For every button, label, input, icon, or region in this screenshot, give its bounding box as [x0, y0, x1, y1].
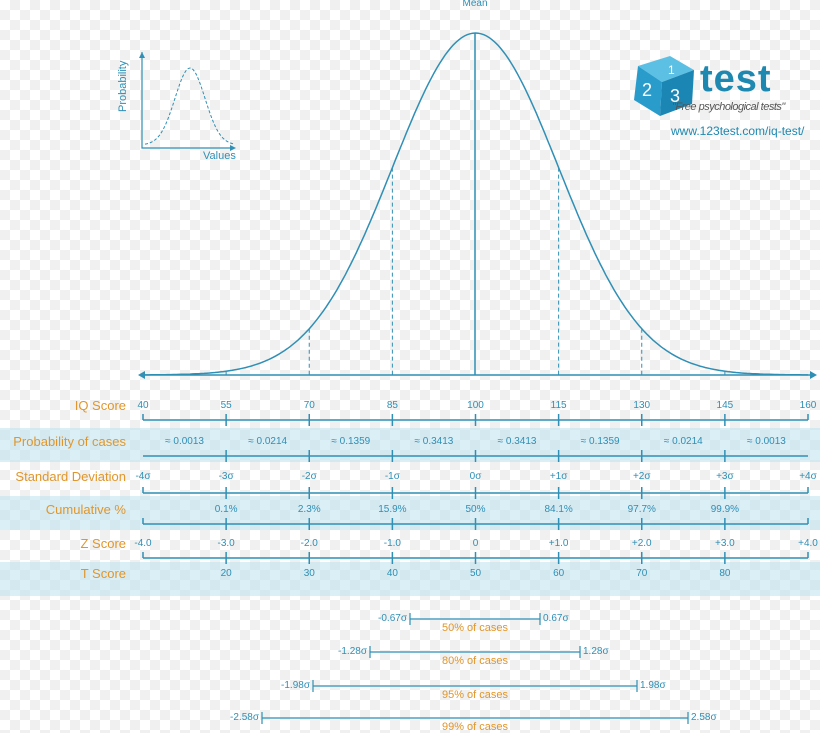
tick-label: -3σ [218, 471, 234, 482]
logo-name: test [700, 58, 772, 100]
tick-label: 99.9% [710, 504, 740, 515]
tick-label: +3.0 [715, 538, 735, 549]
tick-label: 50% [465, 504, 486, 515]
tick-label: ≈ 0.3413 [414, 436, 454, 447]
tick-label: ≈ 0.0214 [248, 436, 288, 447]
tick-label: 97.7% [627, 504, 656, 515]
tick-label: 0σ [469, 471, 482, 482]
range-label: 95% of cases [441, 689, 509, 701]
inset-arrow-icons [139, 52, 236, 151]
range-left-label: -1.98σ [281, 680, 310, 691]
tick-label: ≈ 0.0214 [663, 436, 703, 447]
tick-label: 70 [303, 400, 315, 411]
tick-label: 160 [799, 400, 817, 411]
logo-tagline: "Free psychological tests" [672, 101, 785, 113]
tick-label: +4.0 [798, 538, 818, 549]
tick-label: -2σ [301, 471, 317, 482]
row-label: Z Score [80, 536, 126, 551]
tick-label: 70 [636, 568, 648, 579]
row-label: IQ Score [74, 398, 126, 413]
tick-label: +1.0 [548, 538, 569, 549]
range-left-label: -0.67σ [378, 613, 407, 624]
tick-label: 145 [716, 400, 734, 411]
row-label: Standard Deviation [15, 469, 126, 484]
tick-label: +2.0 [631, 538, 652, 549]
range-left-label: -1.28σ [338, 646, 367, 657]
tick-label: 85 [386, 400, 398, 411]
tick-label: 30 [303, 568, 315, 579]
tick-label: 50 [469, 568, 482, 579]
tick-label: 2.3% [297, 504, 321, 515]
range-right-label: 1.98σ [640, 680, 666, 691]
tick-label: -2.0 [300, 538, 318, 549]
tick-label: ≈ 0.1359 [331, 436, 371, 447]
tick-label: 0 [472, 538, 479, 549]
range-label: 50% of cases [441, 622, 509, 634]
tick-label: -1.0 [383, 538, 401, 549]
tick-label: ≈ 0.1359 [580, 436, 620, 447]
tick-label: 40 [137, 400, 149, 411]
range-label: 99% of cases [441, 721, 509, 733]
range-right-label: 2.58σ [691, 712, 717, 723]
inset-axes [141, 52, 232, 149]
tick-label: +3σ [716, 471, 734, 482]
tick-label: +4σ [799, 471, 817, 482]
tick-label: 100 [467, 400, 484, 411]
logo-digit-1: 1 [668, 63, 675, 77]
tick-label: ≈ 0.0013 [165, 436, 204, 447]
tick-label: 0.1% [214, 504, 238, 515]
tick-label: -1σ [384, 471, 400, 482]
tick-label: 115 [550, 400, 567, 411]
tick-label: 84.1% [544, 504, 573, 515]
logo-digit-2: 2 [642, 80, 652, 100]
tick-label: 15.9% [378, 504, 407, 515]
tick-label: ≈ 0.3413 [497, 436, 537, 447]
tick-label: +1σ [549, 471, 568, 482]
tick-label: ≈ 0.0013 [747, 436, 786, 447]
logo-dice-icon: 1 2 3 [634, 56, 694, 116]
logo-url-link[interactable]: www.123test.com/iq-test/ [671, 124, 805, 138]
tick-label: -3.0 [217, 538, 235, 549]
range-right-label: 1.28σ [583, 646, 609, 657]
row-label: Probability of cases [13, 434, 126, 449]
range-left-label: -2.58σ [230, 712, 259, 723]
mean-label: Mean [462, 0, 488, 9]
tick-label: 55 [220, 400, 232, 411]
tick-label: -4σ [135, 471, 151, 482]
row-label: Cumulative % [45, 502, 126, 517]
range-right-label: 0.67σ [543, 613, 569, 624]
tick-label: -4.0 [134, 538, 152, 549]
logo-digit-3: 3 [670, 86, 680, 106]
tick-label: +2σ [632, 471, 651, 482]
tick-label: 20 [220, 568, 232, 579]
tick-label: 80 [719, 568, 731, 579]
tick-label: 130 [633, 400, 651, 411]
tick-label: 40 [386, 568, 398, 579]
inset-curve [144, 67, 234, 145]
tick-label: 60 [553, 568, 565, 579]
inset-xlabel: Values [203, 150, 236, 162]
row-label: T Score [80, 566, 126, 581]
band-t-score [0, 562, 820, 596]
inset-ylabel: Probability [117, 60, 129, 112]
range-label: 80% of cases [441, 655, 509, 667]
